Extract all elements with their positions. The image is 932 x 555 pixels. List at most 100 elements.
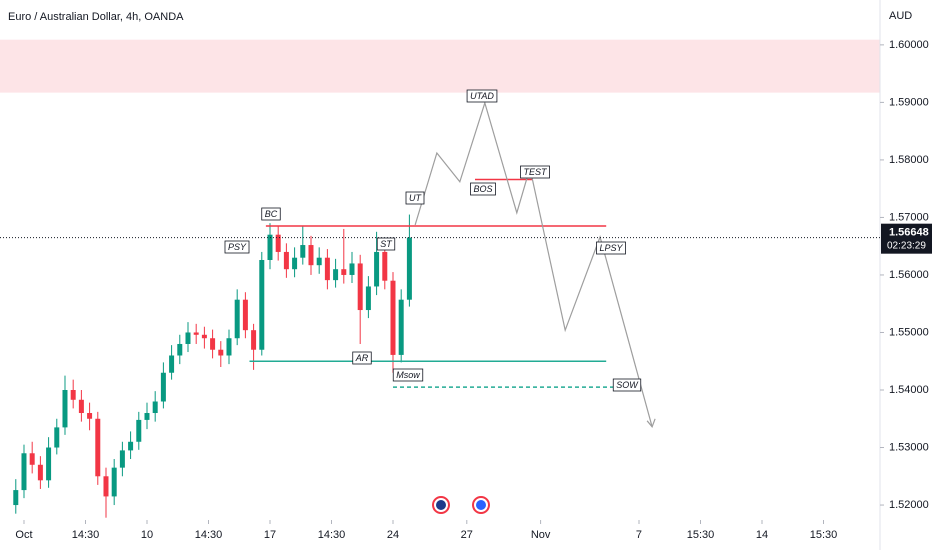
annotation-box <box>612 378 642 392</box>
candle <box>119 441 125 477</box>
x-tick-label: 14:30 <box>72 529 100 541</box>
annotation-label: ST <box>380 239 393 249</box>
candle-body <box>144 413 150 420</box>
annotation-label: PSY <box>228 242 247 252</box>
candle-body <box>242 299 248 331</box>
x-tick-label: Nov <box>531 529 551 541</box>
candle <box>324 249 330 290</box>
candle <box>193 323 199 344</box>
projection-path <box>414 100 653 427</box>
candle <box>218 341 224 367</box>
candle <box>144 402 150 430</box>
candle-body <box>62 390 68 428</box>
candle <box>160 362 166 409</box>
candle-body <box>87 413 93 419</box>
candle-body <box>275 234 281 252</box>
x-tick-label: 14:30 <box>318 529 346 541</box>
candle-body <box>374 251 380 287</box>
y-tick-label: 1.53000 <box>889 441 929 453</box>
candle <box>177 334 183 365</box>
candle <box>29 441 35 474</box>
annotation-box <box>261 207 281 221</box>
candle-body <box>292 257 298 270</box>
candle <box>103 467 109 518</box>
candle <box>111 459 117 506</box>
candle-body <box>300 245 306 258</box>
candle-body <box>259 260 265 350</box>
x-tick-label: 7 <box>636 529 642 541</box>
candle <box>226 329 232 365</box>
candle <box>210 329 216 359</box>
candle <box>283 243 289 278</box>
candle-body <box>103 476 109 497</box>
candle-body <box>341 269 347 275</box>
candle-body <box>46 447 52 481</box>
candle <box>316 247 322 274</box>
candle <box>300 226 306 265</box>
candle <box>398 289 404 363</box>
annotation-label: UTAD <box>470 91 494 101</box>
candle <box>374 231 380 296</box>
y-tick-label: 1.55000 <box>889 326 929 338</box>
annotation-label: BC <box>265 209 278 219</box>
candle <box>242 292 248 339</box>
event-icons <box>432 496 490 514</box>
candle-body <box>406 237 412 300</box>
candle-body <box>226 338 232 356</box>
candle-body <box>210 338 216 350</box>
candle <box>382 243 388 290</box>
candle <box>341 228 347 284</box>
candle-body <box>382 251 388 281</box>
candle <box>365 276 371 319</box>
candle-body <box>316 257 322 266</box>
candle-body <box>111 467 117 497</box>
candle-body <box>185 332 191 344</box>
candle-body <box>136 419 142 442</box>
y-tick-label: 1.59000 <box>889 96 929 108</box>
candle-body <box>78 399 84 414</box>
candle <box>390 272 396 373</box>
annotation-label: AR <box>355 353 369 363</box>
candle <box>251 323 257 370</box>
candle-body <box>218 349 224 356</box>
supply-zone <box>0 39 880 93</box>
x-tick-label: 24 <box>387 529 399 541</box>
candle-body <box>234 299 240 339</box>
candle-body <box>390 280 396 355</box>
candle <box>406 214 412 307</box>
candle <box>136 411 142 450</box>
candle-body <box>169 355 175 373</box>
candle <box>78 390 84 422</box>
candle-body <box>193 332 199 335</box>
candle-body <box>70 390 76 400</box>
annotation-box <box>520 165 550 179</box>
candle-body <box>349 263 355 275</box>
y-tick-label: 1.52000 <box>889 499 929 511</box>
candle <box>95 411 101 485</box>
candle <box>70 379 76 409</box>
candle-body <box>365 286 371 311</box>
candle-body <box>333 269 339 281</box>
candle-body <box>251 330 257 350</box>
annotation-box <box>352 351 372 365</box>
candle-body <box>283 251 289 270</box>
x-tick-label: 14 <box>756 529 768 541</box>
candle-body <box>160 372 166 402</box>
candle-body <box>21 453 27 491</box>
annotation-box <box>466 89 498 103</box>
candle <box>185 322 191 353</box>
x-tick-label: 27 <box>461 529 473 541</box>
candle-body <box>324 257 330 281</box>
candle <box>37 456 43 489</box>
candle-body <box>95 418 101 477</box>
projection-arrow <box>646 418 656 428</box>
x-tick-label: 15:30 <box>687 529 715 541</box>
annotation-box <box>392 368 424 382</box>
candle-body <box>152 401 158 414</box>
candle-body <box>13 490 19 506</box>
y-tick-label: 1.54000 <box>889 384 929 396</box>
x-tick-label: 17 <box>264 529 276 541</box>
candle-body <box>29 453 35 465</box>
last-price-label: 1.56648 <box>889 227 929 239</box>
